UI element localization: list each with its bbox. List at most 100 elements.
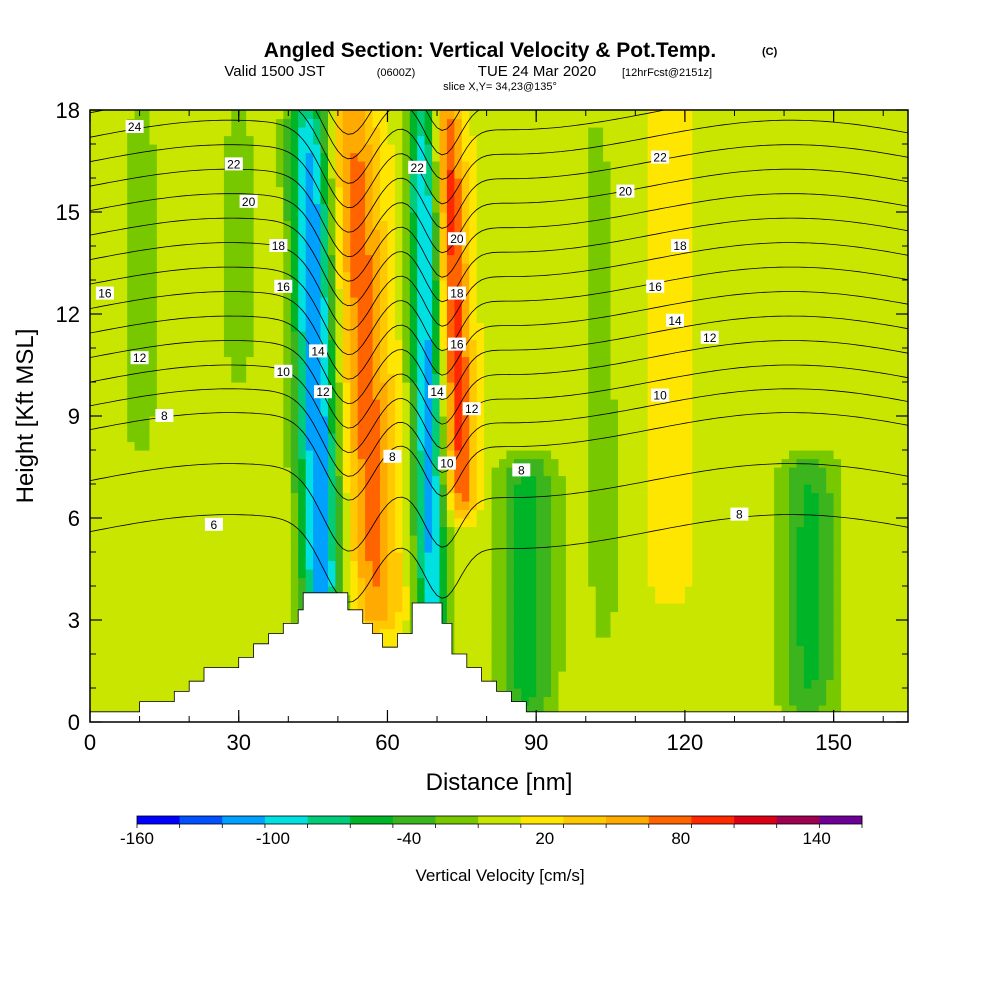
velocity-cell [171,297,180,307]
velocity-cell [261,263,269,273]
velocity-cell [246,280,255,290]
velocity-cell [335,169,344,179]
velocity-cell [127,195,136,205]
velocity-cell [238,178,247,188]
velocity-cell [216,373,225,383]
velocity-cell [149,603,158,613]
velocity-cell [275,560,284,570]
velocity-cell [134,390,143,400]
velocity-cell [543,212,552,222]
velocity-cell [432,110,441,120]
velocity-cell [528,169,537,179]
velocity-cell [156,186,165,196]
velocity-cell [417,560,426,570]
velocity-cell [387,365,396,375]
velocity-cell [365,203,374,213]
velocity-cell [119,195,128,205]
velocity-cell [194,569,203,579]
velocity-cell [372,475,381,485]
velocity-cell [194,390,203,400]
velocity-cell [499,441,507,451]
velocity-cell [565,458,574,468]
velocity-cell [313,509,322,519]
velocity-cell [253,271,262,281]
velocity-cell [283,212,292,222]
velocity-cell [201,475,210,485]
velocity-cell [231,586,240,596]
velocity-cell [164,552,173,562]
velocity-cell [231,509,240,519]
velocity-cell [253,509,262,519]
velocity-cell [90,297,98,307]
velocity-cell [521,475,530,485]
velocity-cell [156,484,165,494]
velocity-cell [551,280,560,290]
velocity-cell [216,467,225,477]
velocity-cell [261,212,269,222]
velocity-cell [409,390,418,400]
velocity-cell [283,424,292,434]
velocity-cell [588,186,597,196]
velocity-cell [164,654,173,664]
velocity-cell [216,492,225,502]
velocity-cell [179,416,188,426]
velocity-cell [409,475,418,485]
velocity-cell [446,382,455,392]
velocity-cell [253,416,262,426]
velocity-cell [484,118,493,128]
velocity-cell [417,569,426,579]
velocity-cell [528,594,537,604]
velocity-cell [365,186,374,196]
velocity-cell [484,229,493,239]
velocity-cell [603,552,612,562]
velocity-cell [171,220,180,230]
velocity-cell [380,586,388,596]
velocity-cell [357,433,366,443]
velocity-cell [484,271,493,281]
velocity-cell [439,467,448,477]
velocity-cell [446,535,455,545]
velocity-cell [469,560,478,570]
velocity-cell [521,314,530,324]
velocity-cell [365,161,374,171]
velocity-cell [335,365,344,375]
velocity-cell [565,424,574,434]
velocity-cell [223,603,232,613]
velocity-cell [380,611,388,621]
velocity-cell [588,212,597,222]
velocity-cell [461,543,470,553]
velocity-cell [134,620,143,630]
velocity-cell [194,509,203,519]
velocity-cell [402,152,411,162]
velocity-cell [119,679,128,689]
velocity-cell [90,322,98,332]
velocity-cell [521,518,530,528]
velocity-cell [484,407,493,417]
velocity-cell [409,152,418,162]
velocity-cell [261,305,269,315]
velocity-cell [201,169,210,179]
velocity-cell [461,467,470,477]
velocity-cell [164,611,173,621]
velocity-cell [298,356,307,366]
velocity-cell [298,501,307,511]
velocity-cell [387,390,396,400]
velocity-cell [439,169,448,179]
velocity-cell [209,152,217,162]
velocity-cell [156,594,165,604]
velocity-cell [350,212,359,222]
velocity-cell [201,501,210,511]
velocity-cell [573,314,582,324]
velocity-cell [104,246,113,256]
velocity-cell [499,220,507,230]
velocity-cell [134,263,143,273]
velocity-cell [528,348,537,358]
velocity-cell [313,356,322,366]
velocity-cell [335,390,344,400]
velocity-cell [283,288,292,298]
velocity-cell [246,416,255,426]
velocity-cell [357,127,366,137]
velocity-cell [506,433,515,443]
velocity-cell [104,501,113,511]
velocity-cell [156,331,165,341]
